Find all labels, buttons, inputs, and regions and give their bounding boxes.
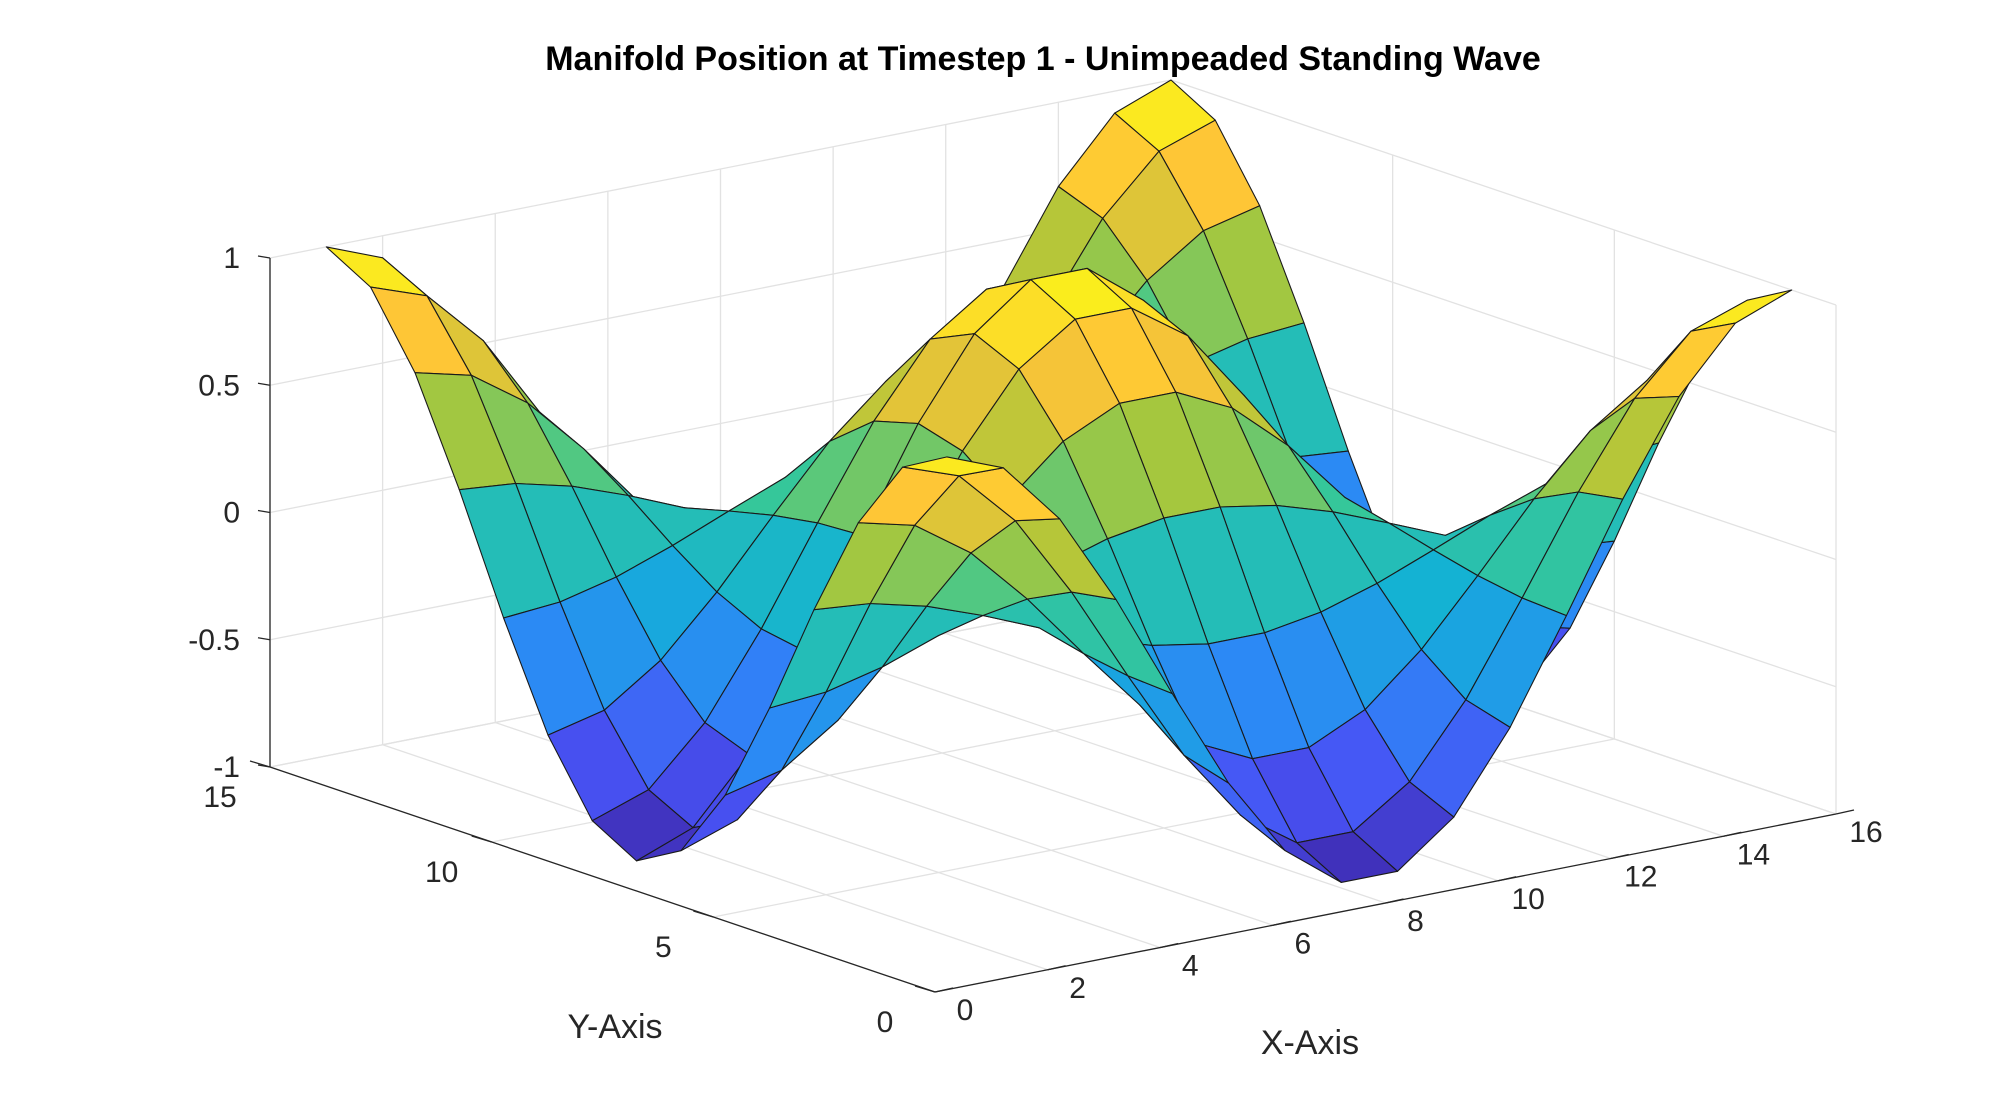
x-tick-mark (1047, 965, 1066, 971)
x-tick-mark (934, 987, 954, 993)
x-axis-label: X-Axis (1261, 1024, 1359, 1062)
z-grid-line-side-wall (1170, 206, 1837, 433)
x-tick-mark (1835, 809, 1855, 815)
x-tick-label: 8 (1407, 905, 1424, 938)
x-tick-mark (1497, 876, 1517, 882)
z-tick-mark (257, 255, 271, 259)
z-tick-mark (257, 382, 271, 386)
surface-face (902, 456, 1004, 477)
z-tick-mark (257, 764, 271, 768)
x-tick-label: 2 (1069, 972, 1086, 1005)
z-tick-label: 0 (223, 497, 240, 530)
z-tick-mark (257, 509, 271, 514)
x-tick-label: 16 (1849, 816, 1882, 849)
x-tick-label: 14 (1737, 838, 1770, 871)
y-tick-mark (914, 985, 936, 993)
y-tick-mark (693, 910, 714, 918)
z-tick-label: 1 (223, 242, 240, 275)
x-tick-mark (1385, 898, 1404, 904)
x-tick-mark (1723, 831, 1742, 837)
y-tick-label: 0 (877, 1006, 894, 1039)
y-tick-mark (471, 835, 492, 843)
x-tick-label: 6 (1295, 927, 1312, 960)
z-tick-label: -1 (213, 751, 240, 784)
surface-layer (325, 79, 1793, 883)
axis-layer (249, 255, 1855, 993)
z-grid-line-side-wall (1170, 79, 1837, 306)
y-axis-label: Y-Axis (567, 1008, 662, 1046)
x-tick-mark (1160, 942, 1179, 949)
y-tick-label: 5 (655, 931, 672, 964)
label-layer: 0 2 4 6 8 10 12 14 16 0 5 10 15-1 -0.5 0 0.5 1 X-Axis Y-Ax… (188, 242, 1882, 1062)
chart-title: Manifold Position at Timestep 1 - Unimpe… (545, 40, 1541, 78)
y-tick-label: 15 (203, 781, 236, 814)
z-tick-label: -0.5 (188, 624, 240, 657)
x-tick-label: 4 (1182, 950, 1199, 983)
z-tick-label: 0.5 (198, 369, 240, 402)
x-grid-line-floor (382, 744, 1048, 971)
surface-face (1690, 289, 1793, 332)
x-tick-mark (1272, 920, 1292, 926)
z-tick-mark (257, 637, 271, 641)
x-tick-label: 12 (1624, 861, 1657, 894)
surface-face (1634, 322, 1736, 399)
y-axis-line (269, 766, 936, 993)
x-tick-label: 10 (1511, 883, 1544, 916)
x-tick-label: 0 (957, 994, 974, 1027)
y-tick-label: 10 (425, 856, 458, 889)
z-grid-line-back-wall (269, 79, 1172, 259)
x-tick-mark (1610, 853, 1629, 860)
